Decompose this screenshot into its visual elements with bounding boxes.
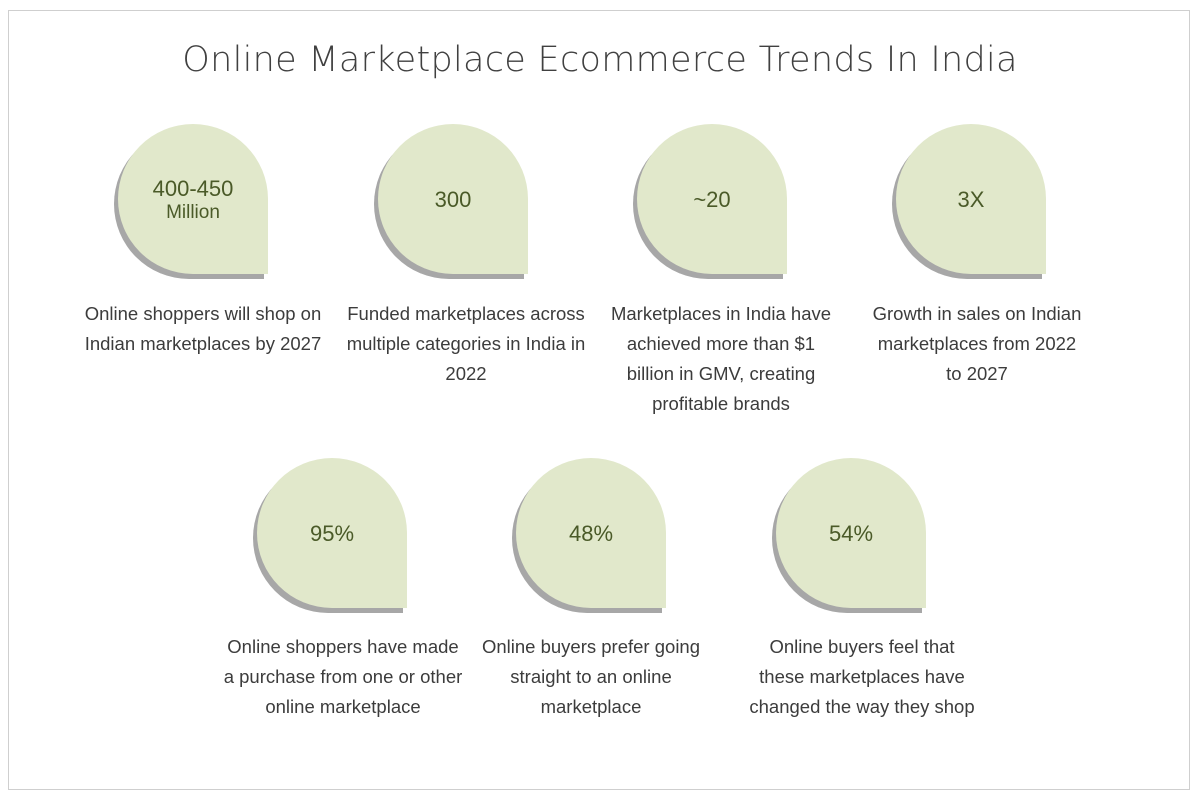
stat-value: 54% [828,520,874,546]
stat-bubble-changed-shopping: 54% [776,458,926,608]
stat-description: Marketplaces in India have achieved more… [610,303,832,414]
stat-bubble-prefer-marketplace: 48% [516,458,666,608]
stat-bubble-funded-marketplaces: 300 [378,124,528,274]
stat-bubble-purchase-made: 95% [257,458,407,608]
stat-description: Online buyers feel that these marketplac… [749,636,975,717]
stat-value: 400-450 [152,175,234,201]
stat-description: Online shoppers have made a purchase fro… [223,636,463,717]
stat-unit: Million [166,201,220,223]
stat-bubble-sales-growth: 3X [896,124,1046,274]
stat-description: Online shoppers will shop on Indian mark… [84,303,322,354]
stat-description: Growth in sales on Indian marketplaces f… [872,303,1082,384]
page-title: Online Marketplace Ecommerce Trends In I… [182,40,1018,80]
stat-value: 95% [309,520,355,546]
stat-description: Online buyers prefer going straight to a… [481,636,701,717]
stat-bubble-online-shoppers: 400-450 Million [118,124,268,274]
stat-description: Funded marketplaces across multiple cate… [346,303,586,384]
stat-value: ~20 [693,186,731,212]
stat-bubble-billion-gmv: ~20 [637,124,787,274]
stat-value: 300 [434,186,472,212]
stat-value: 3X [957,186,985,212]
stat-value: 48% [568,520,614,546]
